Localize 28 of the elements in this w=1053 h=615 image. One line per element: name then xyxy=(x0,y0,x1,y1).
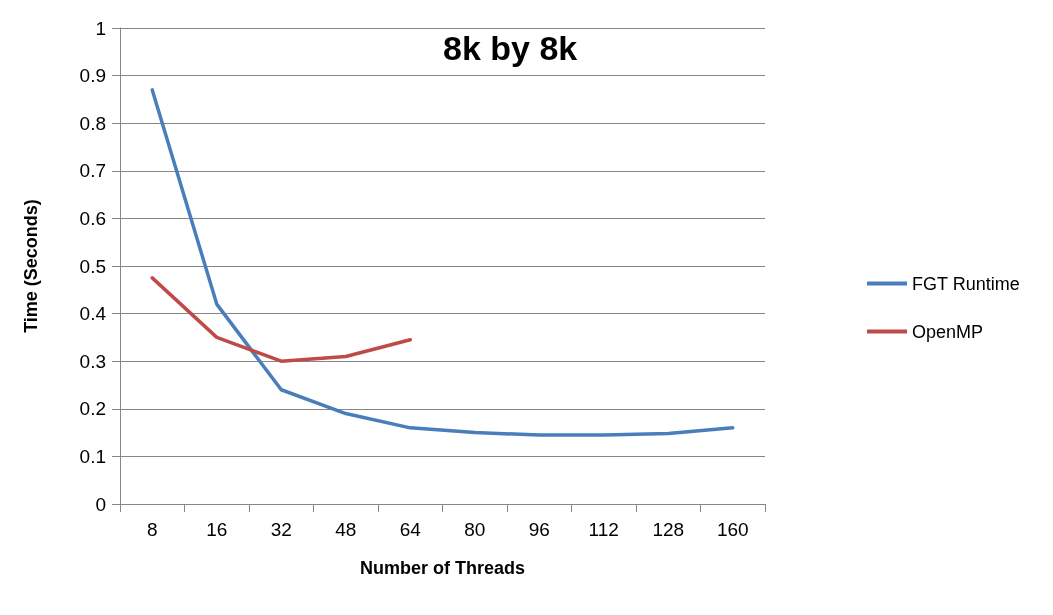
x-tick-label: 96 xyxy=(528,519,550,540)
x-tick-label: 128 xyxy=(652,519,685,540)
y-tick-label: 0.7 xyxy=(79,160,106,182)
x-tick-label: 160 xyxy=(716,519,749,540)
y-tick-label: 0.1 xyxy=(79,445,106,467)
x-tick-label: 16 xyxy=(206,519,228,540)
y-tick-label: 1 xyxy=(95,17,106,39)
x-tick-label: 112 xyxy=(588,519,619,540)
legend-label: OpenMP xyxy=(911,321,984,342)
y-tick-label: 0.9 xyxy=(79,65,106,87)
y-tick-label: 0.3 xyxy=(79,350,106,372)
y-tick-label: 0.4 xyxy=(79,303,107,325)
x-tick-label: 64 xyxy=(399,519,422,540)
line-series xyxy=(150,276,412,363)
x-tick-label: 8 xyxy=(146,519,158,540)
chart-title: 8k by 8k xyxy=(443,29,578,67)
x-tick-label: 32 xyxy=(270,519,292,540)
y-tick-label: 0.6 xyxy=(79,207,106,229)
y-tick-label: 0 xyxy=(95,493,106,515)
legend-label: FGT Runtime xyxy=(911,273,1020,294)
y-axis-title: Time (Seconds) xyxy=(21,199,41,333)
line-series xyxy=(150,88,735,437)
y-tick-label: 0.8 xyxy=(79,112,106,134)
x-axis-title: Number of Threads xyxy=(359,558,526,578)
y-tick-label: 0.2 xyxy=(79,398,106,420)
x-tick-label: 48 xyxy=(335,519,357,540)
y-tick-label: 0.5 xyxy=(79,255,106,277)
x-tick-label: 80 xyxy=(464,519,486,540)
